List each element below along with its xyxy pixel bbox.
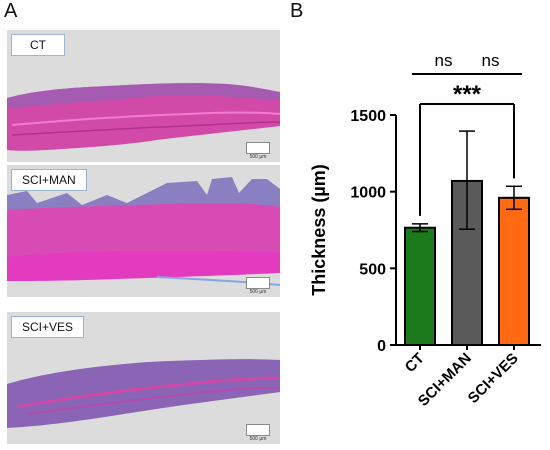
tissue-image-ct: [7, 83, 280, 151]
panel-b-letter: B: [290, 0, 304, 22]
micrograph-label-ct: CT: [11, 34, 65, 56]
y-tick-label-1: 500: [359, 261, 386, 278]
bar-0: [404, 226, 436, 346]
x-tick-label-0: CT: [402, 350, 428, 376]
scale-bar-sci-man: [246, 277, 270, 289]
sig-label-0: ns: [435, 51, 453, 70]
bar-2: [498, 196, 530, 346]
y-tick-label-3: 1500: [350, 108, 386, 125]
y-tick-label-2: 1000: [350, 185, 386, 202]
scale-text-sci-man: 500 µm: [249, 289, 267, 295]
y-tick-label-0: 0: [377, 338, 386, 355]
x-tick-label-2: SCI+VES: [465, 350, 522, 407]
scale-bar-ct: [246, 142, 270, 154]
sig-label-1: ns: [482, 51, 500, 70]
panel-a-letter: A: [4, 0, 18, 22]
micrograph-sci-man: SCI+MAN 500 µm: [7, 165, 280, 297]
y-axis-label: Thickness (µm): [309, 164, 329, 295]
sig-label-2: ***: [453, 81, 482, 108]
scale-text-sci-ves: 500 µm: [249, 436, 267, 442]
tissue-image-sci-ves: [7, 359, 280, 428]
scale-bar-sci-ves: [246, 424, 270, 436]
micrograph-ct: CT 500 µm: [7, 30, 280, 162]
scale-text-ct: 500 µm: [249, 154, 267, 160]
micrograph-sci-ves: SCI+VES 500 µm: [7, 312, 280, 444]
tissue-image-sci-man: [7, 177, 280, 286]
micrograph-label-sci-ves: SCI+VES: [11, 316, 85, 338]
micrograph-label-sci-man: SCI+MAN: [11, 169, 87, 191]
